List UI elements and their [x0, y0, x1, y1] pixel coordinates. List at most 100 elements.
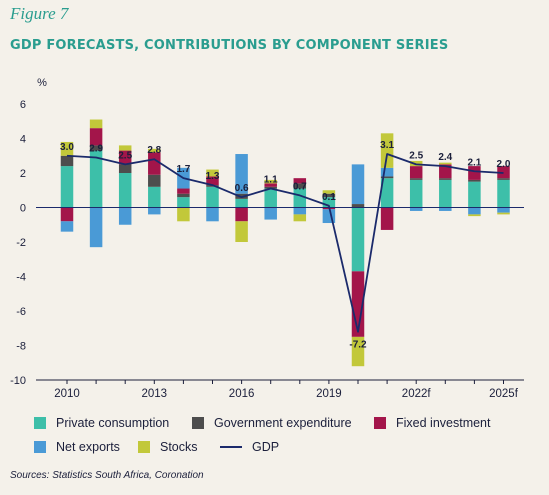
bar-net-exports — [206, 207, 219, 222]
bar-fixed-investment — [264, 183, 277, 187]
bar-private-consumption — [118, 173, 132, 208]
bar-fixed-investment — [206, 176, 219, 186]
bar-layer — [60, 119, 510, 367]
bar-stocks — [380, 133, 394, 168]
bar-government-expenditure — [322, 193, 336, 198]
x-tick-label: 2010 — [54, 388, 80, 400]
legend-swatch — [34, 441, 46, 453]
legend-label: Fixed investment — [396, 416, 491, 430]
gdp-line-layer — [66, 153, 504, 333]
y-tick-label: -6 — [16, 306, 26, 318]
gdp-data-label: 0.7 — [293, 181, 307, 192]
bar-stocks — [60, 141, 74, 156]
bar-stocks — [235, 221, 248, 242]
bar-net-exports — [264, 207, 277, 220]
y-tick-label: 0 — [20, 203, 26, 215]
bar-fixed-investment — [60, 207, 74, 222]
bar-fixed-investment — [177, 188, 190, 194]
bar-net-exports — [148, 207, 161, 215]
legend-label: Government expenditure — [214, 416, 352, 430]
bar-stocks — [177, 207, 190, 222]
y-tick-label: -8 — [16, 341, 26, 353]
chart-title: GDP FORECASTS, CONTRIBUTIONS BY COMPONEN… — [10, 38, 449, 53]
bar-private-consumption — [497, 179, 510, 208]
bar-fixed-investment — [293, 178, 307, 184]
bar-government-expenditure — [118, 164, 132, 173]
bar-private-consumption — [409, 179, 423, 208]
legend-label: Stocks — [160, 440, 198, 454]
bar-private-consumption — [264, 188, 277, 208]
legend-item-gdp: GDP — [220, 440, 279, 454]
bar-government-expenditure — [89, 145, 103, 151]
bar-private-consumption — [60, 166, 74, 208]
gdp-chart: % 6 4 2 0 -2 -4 -6 -8 -10 3.0 2.9 2.5 2.8 1.7 1.3 0.6 1… — [10, 77, 524, 400]
bar-net-exports — [293, 207, 307, 215]
y-tick-label: 2 — [20, 168, 26, 180]
bar-government-expenditure — [409, 178, 423, 180]
gdp-data-label: 2.1 — [467, 157, 481, 168]
bar-fixed-investment — [118, 150, 132, 165]
bar-private-consumption — [148, 186, 161, 208]
bar-fixed-investment — [380, 207, 394, 230]
gdp-data-label: 2.5 — [409, 150, 423, 161]
data-label-layer: 3.0 2.9 2.5 2.8 1.7 1.3 0.6 1.1 0.7 0.1 -7.2 3.1 2.5… — [60, 140, 511, 351]
gdp-data-label: 2.8 — [147, 145, 161, 156]
legend-label: Net exports — [56, 440, 120, 454]
bar-net-exports — [60, 221, 74, 232]
y-tick-label: -4 — [16, 272, 26, 284]
bar-stocks — [439, 162, 452, 165]
x-tick-label: 2016 — [229, 388, 255, 400]
bar-fixed-investment — [439, 164, 452, 179]
gdp-data-label: 2.9 — [89, 143, 103, 154]
figure-label: Figure 7 — [10, 4, 69, 23]
legend-item-fixed-investment: Fixed investment — [374, 416, 490, 430]
bar-private-consumption — [89, 150, 103, 208]
legend-item-government-expenditure: Government expenditure — [192, 416, 352, 430]
bar-fixed-investment — [468, 166, 481, 180]
bar-stocks — [264, 179, 277, 184]
x-tick-label: 2013 — [142, 388, 168, 400]
gdp-data-label: 2.0 — [497, 159, 511, 170]
bar-private-consumption — [380, 178, 394, 208]
y-tick-label: -2 — [16, 237, 26, 249]
bar-stocks — [118, 145, 132, 151]
gdp-data-label: 1.3 — [206, 171, 220, 182]
bar-government-expenditure — [60, 155, 74, 167]
legend-swatch — [34, 417, 46, 429]
bar-private-consumption — [468, 181, 481, 208]
legend-line — [220, 446, 242, 448]
bar-government-expenditure — [351, 204, 365, 208]
legend-item-private-consumption: Private consumption — [34, 416, 169, 430]
bar-stocks — [322, 190, 336, 194]
legend-swatch — [138, 441, 150, 453]
gdp-data-label: 1.7 — [176, 164, 190, 175]
legend: Private consumption Government expenditu… — [34, 416, 544, 460]
bar-net-exports — [380, 167, 394, 177]
y-tick-label: -10 — [10, 375, 26, 387]
bar-stocks — [468, 214, 481, 217]
bar-stocks — [293, 214, 307, 222]
bar-stocks — [351, 336, 365, 367]
bar-stocks — [206, 169, 219, 177]
bar-net-exports — [439, 207, 452, 211]
bar-private-consumption — [293, 188, 307, 208]
bar-net-exports — [468, 207, 481, 215]
y-axis-label: % — [37, 77, 47, 89]
bar-private-consumption — [439, 179, 452, 208]
y-tick-label: 4 — [20, 134, 26, 146]
legend-item-net-exports: Net exports — [34, 440, 120, 454]
bar-government-expenditure — [177, 193, 190, 198]
bar-fixed-investment — [89, 128, 103, 146]
bar-net-exports — [118, 207, 132, 225]
bar-net-exports — [409, 207, 423, 211]
gdp-data-label: 0.6 — [235, 183, 249, 194]
gdp-data-label: -7.2 — [349, 340, 367, 351]
bar-private-consumption — [206, 186, 219, 208]
gdp-data-label: 1.1 — [264, 175, 278, 186]
gdp-data-label: 2.5 — [118, 150, 132, 161]
source-note: Sources: Statistics South Africa, Corona… — [10, 470, 204, 481]
y-tick-label: 6 — [20, 99, 26, 111]
bar-private-consumption — [235, 198, 248, 208]
gdp-line — [66, 153, 504, 333]
bar-stocks — [497, 212, 510, 215]
